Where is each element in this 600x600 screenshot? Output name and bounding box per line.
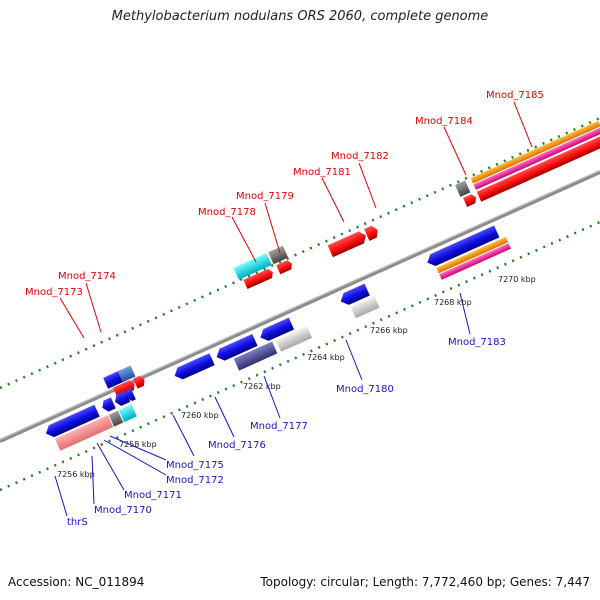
leader-line (91, 455, 95, 505)
gene-mnod-7178[interactable] (233, 253, 272, 280)
leader-line (231, 216, 257, 263)
leader-line (103, 439, 167, 476)
gene-label-mnod-7182[interactable]: Mnod_7182 (331, 151, 389, 162)
leader-line (96, 442, 125, 491)
leader-line (264, 202, 281, 254)
gene-mnod-7174[interactable] (113, 375, 147, 398)
gene-label-mnod-7178[interactable]: Mnod_7178 (198, 207, 256, 218)
kbp-label: 7264 kbp (307, 353, 345, 362)
gene-mnod-7170[interactable] (108, 410, 124, 427)
accession-text: Accession: NC_011894 (8, 575, 145, 589)
kbp-label: 7268 kbp (434, 298, 472, 307)
leader-line (345, 339, 363, 381)
gene-mnod-7176[interactable] (214, 328, 278, 377)
gene-label-mnod-7171[interactable]: Mnod_7171 (124, 490, 182, 501)
leader-line (85, 282, 102, 333)
leader-line (109, 435, 167, 461)
genome-backbone-highlight (0, 170, 600, 440)
gene-mnod-7181[interactable] (327, 229, 369, 258)
genome-backbone (0, 170, 600, 443)
gene-mnod-7182[interactable] (364, 224, 380, 241)
gene-label-mnod-7179[interactable]: Mnod_7179 (236, 191, 294, 202)
gene-label-thrs[interactable]: thrS (67, 517, 88, 528)
leader-line (172, 414, 195, 457)
gene-label-mnod-7172[interactable]: Mnod_7172 (166, 475, 224, 486)
leader-line (443, 126, 467, 176)
forward-dotted-ring (0, 116, 600, 390)
gene-label-mnod-7185[interactable]: Mnod_7185 (486, 90, 544, 101)
gene-mnod-7184[interactable] (455, 179, 478, 208)
leader-line (59, 297, 85, 339)
gene-mnod-7180[interactable] (338, 282, 380, 321)
kbp-label: 7266 kbp (370, 326, 408, 335)
kbp-label: 7258 kbp (119, 440, 157, 449)
leader-line (513, 101, 533, 148)
gene-label-mnod-7170[interactable]: Mnod_7170 (94, 505, 152, 516)
gene-mnod-7175[interactable] (172, 353, 215, 382)
reverse-dotted-ring (0, 220, 600, 492)
gene-mnod-7183[interactable] (425, 223, 512, 282)
kbp-label: 7260 kbp (181, 411, 219, 420)
gene-label-mnod-7183[interactable]: Mnod_7183 (448, 337, 506, 348)
gene-mnod-7173[interactable] (103, 365, 136, 389)
gene-label-mnod-7177[interactable]: Mnod_7177 (250, 421, 308, 432)
gene-mnod-7171[interactable] (118, 404, 137, 423)
leader-line (358, 162, 377, 209)
leader-line (214, 396, 235, 438)
kbp-label: 7262 kbp (243, 382, 281, 391)
genome-summary-text: Topology: circular; Length: 7,772,460 bp… (260, 575, 590, 589)
gene-mnod-7172[interactable] (100, 388, 136, 413)
genome-title: Methylobacterium nodulans ORS 2060, comp… (111, 9, 489, 24)
gene-label-mnod-7175[interactable]: Mnod_7175 (166, 460, 224, 471)
gene-label-mnod-7174[interactable]: Mnod_7174 (58, 271, 116, 282)
gene-label-mnod-7180[interactable]: Mnod_7180 (336, 384, 394, 395)
gene-mnod-7185[interactable] (470, 120, 600, 202)
gene-label-mnod-7181[interactable]: Mnod_7181 (293, 167, 351, 178)
gene-label-mnod-7176[interactable]: Mnod_7176 (208, 440, 266, 451)
kbp-label: 7256 kbp (57, 470, 95, 479)
leader-line (459, 292, 471, 335)
leader-line (321, 177, 345, 223)
gene-label-mnod-7173[interactable]: Mnod_7173 (25, 287, 83, 298)
kbp-label: 7270 kbp (498, 275, 536, 284)
leader-line (54, 475, 68, 517)
gene-label-mnod-7184[interactable]: Mnod_7184 (415, 116, 473, 127)
gene-mnod-7179[interactable] (237, 245, 294, 290)
gene-mnod-7177[interactable] (258, 312, 313, 357)
gene-thrS[interactable] (43, 401, 114, 453)
leader-line (263, 375, 281, 419)
